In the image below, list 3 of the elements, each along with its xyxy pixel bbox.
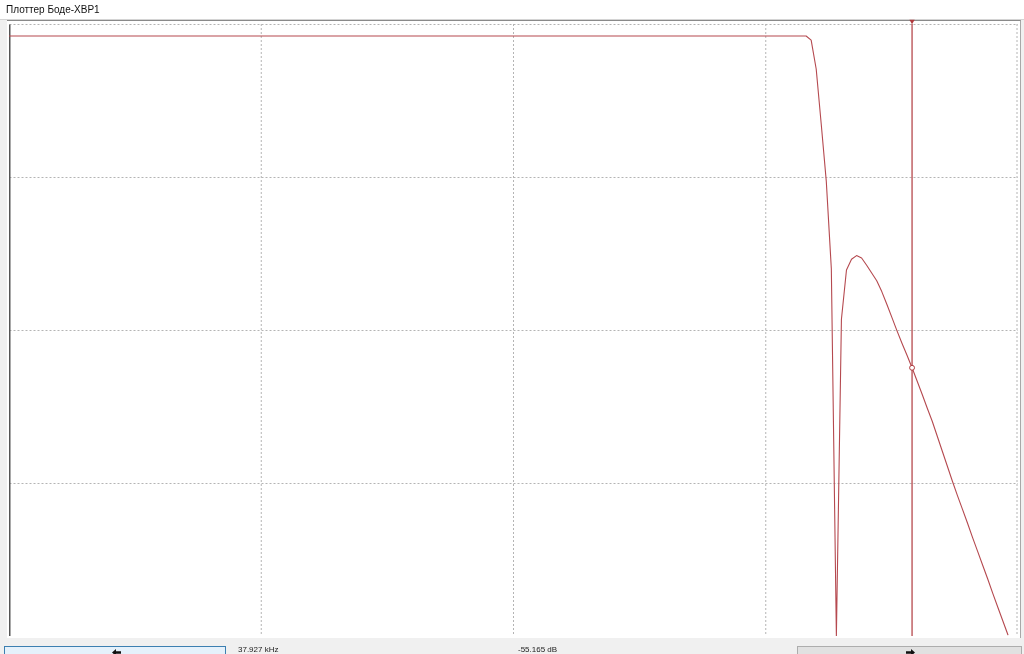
text: -55.165 dB	[518, 645, 558, 654]
text: 37.927 kHz	[238, 645, 279, 654]
chart-title: Плоттер Боде-XBP1	[6, 4, 100, 16]
